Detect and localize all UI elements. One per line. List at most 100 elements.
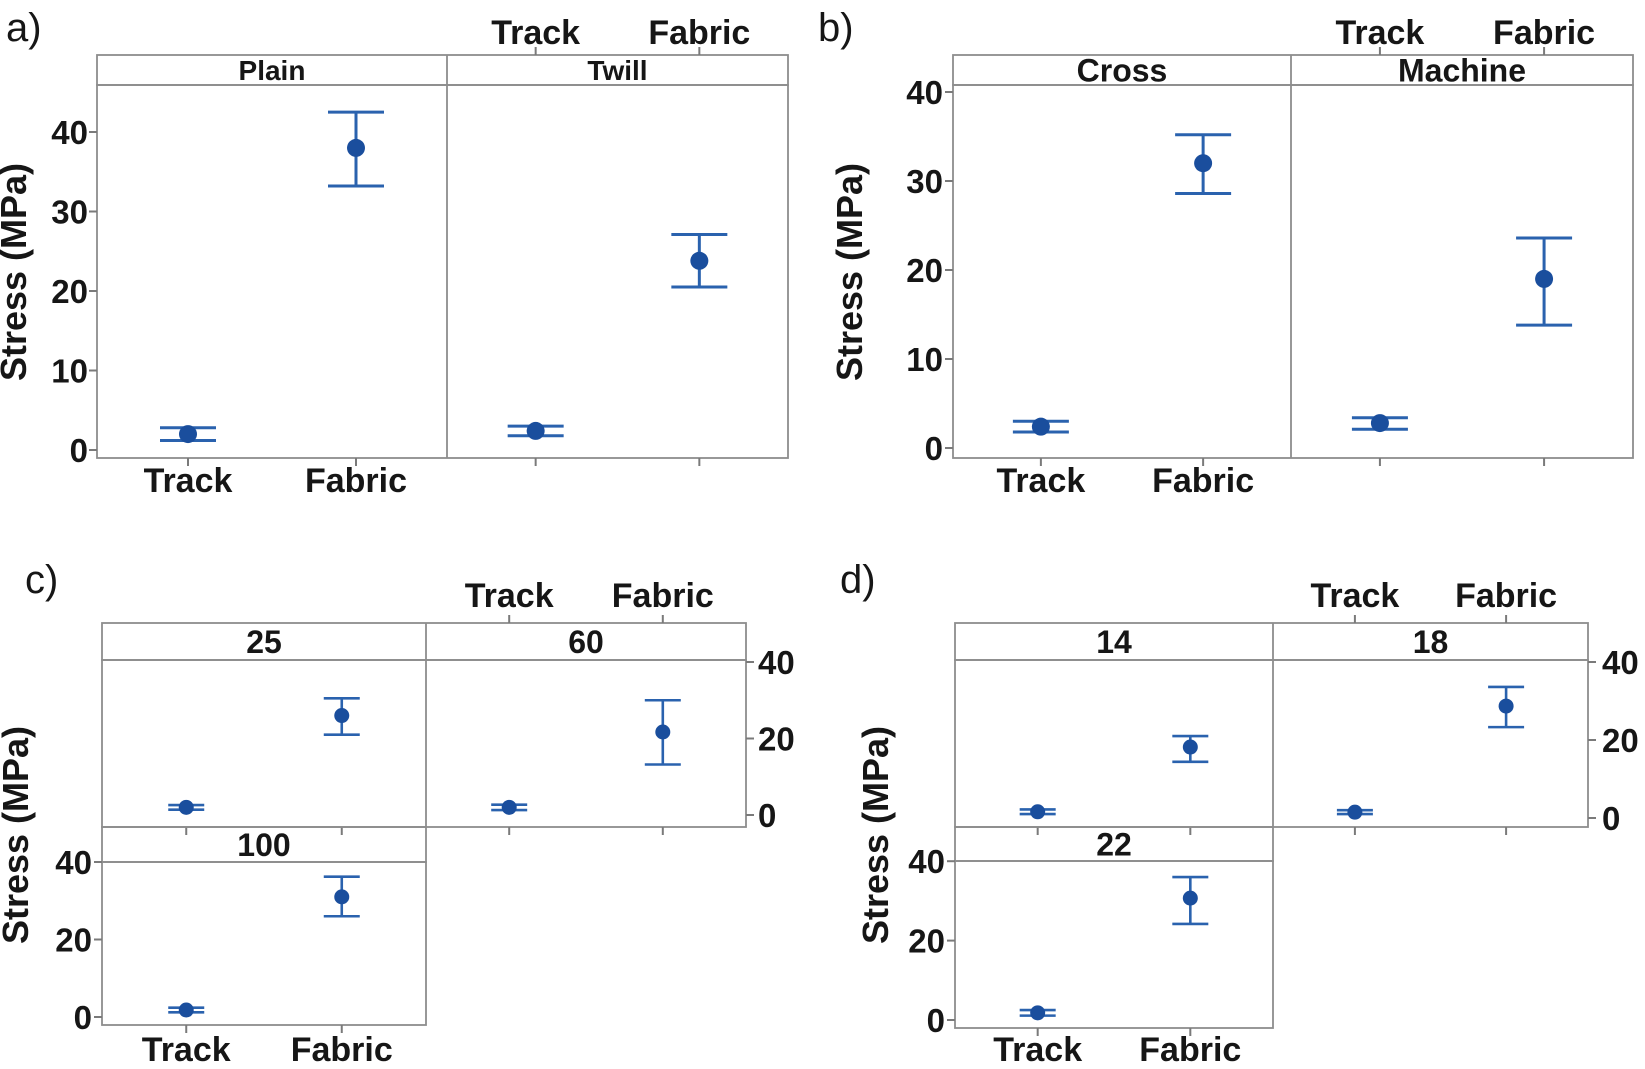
mean-marker: [1031, 417, 1050, 436]
bottom-category-label: Fabric: [1152, 462, 1254, 500]
interval-22-Track: [1019, 1005, 1056, 1021]
y-tick-label: 40: [1602, 644, 1639, 681]
mean-marker: [347, 138, 365, 157]
y-axis-title: Stress (MPa): [0, 163, 34, 381]
interval-Plain-Fabric: [328, 110, 384, 188]
top-category-label: Fabric: [1455, 577, 1557, 615]
panel-label-b: b): [818, 6, 854, 50]
panel-label-d: d): [840, 558, 876, 602]
mean-marker: [526, 421, 545, 440]
y-tick-label: 0: [70, 432, 88, 469]
interval-100-Fabric: [323, 875, 360, 918]
interval-22-Fabric: [1172, 875, 1209, 926]
mean-marker: [690, 251, 709, 270]
mean-marker: [1498, 698, 1514, 714]
y-axis-title: Stress (MPa): [0, 726, 36, 944]
facet-header-label: 60: [568, 624, 604, 660]
mean-marker: [1535, 269, 1554, 288]
interval-60-Fabric: [644, 698, 681, 766]
facet-header-strip: [954, 622, 1589, 661]
y-tick-label: 30: [51, 193, 88, 230]
bottom-category-label: Track: [993, 1031, 1082, 1069]
y-tick-label: 40: [908, 843, 945, 880]
interval-Twill-Track: [507, 421, 564, 440]
top-category-label: Track: [491, 14, 580, 52]
interval-Cross-Fabric: [1175, 133, 1232, 195]
mean-marker: [655, 724, 671, 740]
plot-area: [954, 860, 1274, 1029]
y-tick-label: 40: [55, 844, 92, 881]
y-axis-title: Stress (MPa): [855, 726, 896, 944]
panel-b: Stress (MPa) Cross Machine 0 10 20 30 40 Track Fa…: [829, 14, 1634, 500]
interval-100-Track: [168, 1002, 205, 1018]
mean-marker: [1194, 154, 1213, 173]
bottom-category-label: Fabric: [291, 1031, 393, 1069]
facet-header-label: 25: [246, 624, 282, 660]
mean-marker: [1370, 414, 1389, 433]
interval-25-Track: [168, 799, 205, 815]
interval-Machine-Fabric: [1516, 236, 1573, 327]
top-category-label: Track: [465, 577, 554, 615]
interval-Twill-Fabric: [671, 233, 728, 289]
y-tick-label: 0: [1602, 800, 1620, 837]
y-tick-label: 0: [758, 797, 776, 834]
mean-marker: [501, 799, 517, 815]
panel-label-c: c): [25, 558, 59, 602]
bottom-category-label: Fabric: [305, 462, 407, 500]
mean-marker: [334, 889, 350, 905]
interval-Cross-Track: [1012, 417, 1069, 436]
panel-a: Stress (MPa) Plain Twill 0 10 20 30 40 Track Fabr…: [0, 14, 789, 500]
y-tick-label: 0: [74, 999, 92, 1036]
y-tick-label: 40: [51, 114, 88, 151]
y-tick-label: 0: [925, 430, 943, 467]
y-tick-label: 30: [906, 163, 943, 200]
interval-18-Track: [1336, 804, 1373, 820]
y-tick-label: 20: [906, 252, 943, 289]
facet-header-strip: [101, 622, 747, 661]
facet-header-label: Machine: [1398, 53, 1526, 89]
interval-60-Track: [491, 799, 528, 815]
mean-marker: [1182, 739, 1198, 755]
mean-marker: [178, 1002, 194, 1018]
y-tick-label: 20: [55, 921, 92, 958]
top-category-label: Fabric: [1493, 14, 1595, 52]
facet-header-label: Plain: [239, 55, 306, 86]
mean-marker: [1347, 804, 1363, 820]
y-tick-label: 10: [906, 341, 943, 378]
plot-area: [952, 84, 1634, 459]
mean-marker: [178, 799, 194, 815]
top-category-label: Track: [1310, 577, 1399, 615]
interval-14-Track: [1019, 804, 1056, 820]
mean-marker: [1030, 804, 1046, 820]
bottom-category-label: Track: [142, 1031, 231, 1069]
facet-header-label: 18: [1413, 624, 1449, 660]
facet-header-label: Cross: [1077, 53, 1168, 89]
y-tick-label: 40: [906, 74, 943, 111]
plot-area: [954, 659, 1589, 828]
plot-area: [101, 861, 427, 1026]
y-tick-label: 20: [758, 720, 795, 757]
facet-header-strip: [952, 54, 1634, 86]
interval-18-Fabric: [1488, 685, 1525, 729]
y-tick-label: 10: [51, 352, 88, 389]
bottom-category-label: Fabric: [1139, 1031, 1241, 1069]
interval-Machine-Track: [1351, 414, 1408, 433]
y-axis-title: Stress (MPa): [829, 163, 870, 381]
facet-header-strip: [96, 54, 789, 86]
mean-marker: [1182, 890, 1198, 906]
interval-Plain-Track: [160, 425, 216, 444]
facet-header-label: Twill: [587, 55, 647, 86]
interval-14-Fabric: [1172, 734, 1209, 764]
facet-header-label: 100: [237, 827, 290, 863]
plot-area: [101, 659, 747, 828]
y-tick-label: 0: [927, 1002, 945, 1039]
panel-label-a: a): [6, 6, 42, 50]
plot-area: [96, 84, 789, 459]
facet-header-label: 14: [1096, 624, 1132, 660]
panel-c: Stress (MPa) 25 60 0 20 40 100 0 20 40 Track Fabric…: [0, 577, 795, 1069]
facet-header-label: 22: [1096, 827, 1132, 863]
panel-d: Stress (MPa) 14 18 0 20 40 22 0 20 40 Track Fabric T…: [855, 577, 1639, 1069]
y-tick-label: 20: [51, 273, 88, 310]
interval-25-Fabric: [323, 697, 360, 736]
